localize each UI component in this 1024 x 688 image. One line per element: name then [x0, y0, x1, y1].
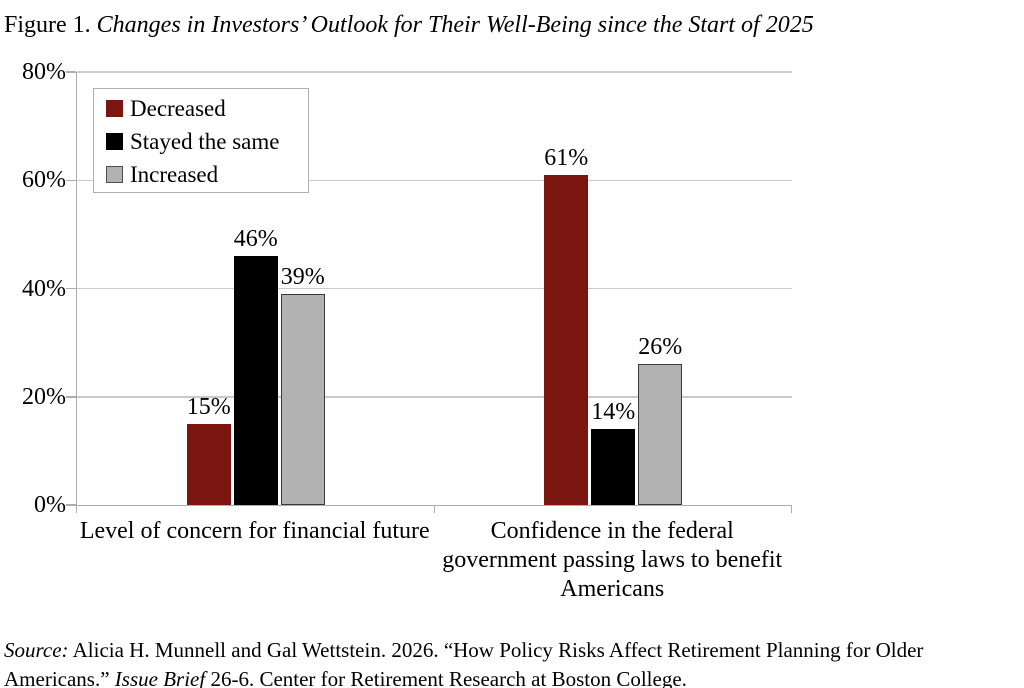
bar-decreased-1 [544, 174, 589, 505]
y-axis-tick [66, 287, 76, 290]
gridline [77, 71, 792, 73]
bar-increased-1 [638, 364, 683, 505]
source-segment: Issue Brief [114, 667, 206, 688]
y-axis-label: 40% [22, 275, 66, 302]
gridline [77, 396, 792, 398]
legend-label: Stayed the same [130, 129, 280, 154]
figure-title: Figure 1. Changes in Investors’ Outlook … [4, 10, 814, 40]
legend-label: Increased [130, 162, 219, 187]
legend-item-stayed-the-same: Stayed the same [106, 125, 308, 158]
y-axis-label: 0% [34, 492, 66, 518]
y-axis-label: 60% [22, 167, 66, 194]
legend-swatch-icon [106, 133, 123, 150]
x-axis-tick [790, 505, 792, 513]
source-segment: Alicia H. Munnell and Gal Wettstein. 202… [4, 638, 924, 688]
x-axis-tick [75, 505, 77, 513]
bar-increased-0 [280, 293, 325, 505]
y-axis-tick [66, 71, 76, 73]
bar-stayed-the-same-1 [591, 429, 636, 505]
legend: Decreased Stayed the same Increased [93, 88, 309, 193]
bar-value-label: 26% [638, 334, 683, 361]
y-axis-tick [66, 396, 76, 398]
y-axis-tick [66, 179, 76, 181]
bar-value-label: 39% [280, 263, 325, 290]
bar-value-label: 46% [233, 226, 278, 253]
gridline [77, 179, 792, 181]
source-note: Source: Alicia H. Munnell and Gal Wettst… [4, 636, 1016, 688]
legend-item-increased: Increased [106, 158, 308, 191]
bar-decreased-0 [186, 423, 231, 505]
x-axis-label-1: Confidence in the federal government pas… [442, 518, 783, 602]
legend-item-decreased: Decreased [106, 92, 308, 125]
x-axis-label-0: Level of concern for financial future [79, 518, 430, 544]
bar-value-label: 14% [591, 399, 636, 426]
source-segment: Source: [4, 638, 69, 662]
gridline [77, 287, 792, 290]
title-segment: Figure 1. [4, 12, 97, 38]
y-axis-tick [66, 504, 76, 506]
legend-label: Decreased [130, 96, 226, 121]
x-axis-tick [433, 505, 436, 513]
legend-swatch-icon [106, 166, 123, 183]
legend-swatch-icon [106, 100, 123, 117]
source-segment: 26-6. Center for Retirement Research at … [205, 667, 687, 688]
y-axis-label: 80% [22, 59, 66, 85]
bar-value-label: 61% [544, 144, 589, 171]
bar-value-label: 15% [186, 393, 231, 420]
title-segment: Changes in Investors’ Outlook for Their … [96, 12, 814, 38]
bar-stayed-the-same-0 [233, 256, 278, 505]
y-axis-label: 20% [22, 383, 66, 410]
plot-area: 15% 46% 39% 61% 14% 26% [66, 71, 792, 513]
